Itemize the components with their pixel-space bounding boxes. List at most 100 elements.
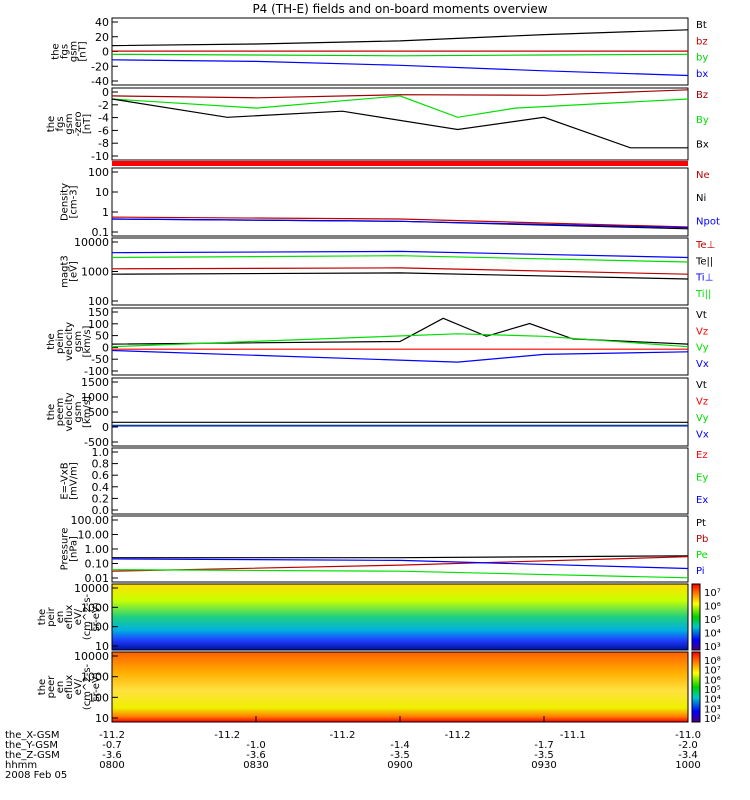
- ytick-label: -40: [91, 75, 109, 88]
- y-axis-label-line: peer: [46, 675, 57, 699]
- xaxis-row-value: 0800: [99, 760, 124, 771]
- series-line-Ne: [111, 216, 689, 228]
- ytick-label: 1000: [81, 601, 109, 614]
- legend-Ti||: Ti||: [695, 289, 711, 300]
- series-line-Ti⊥: [111, 250, 689, 259]
- xaxis-row-value: -11.2: [445, 730, 471, 741]
- y-axis-label-line: en: [55, 681, 66, 694]
- colorbar-label: 10⁸: [704, 656, 721, 667]
- ytick-label: 1.00: [85, 543, 110, 556]
- xaxis-row-value: -11.0: [675, 730, 701, 741]
- legend-Vt: Vt: [696, 380, 707, 391]
- series-line-Pb: [111, 556, 689, 572]
- y-axis-label-line: peim: [55, 329, 66, 354]
- series-line-Pi: [111, 558, 689, 570]
- panel-6: 1500 1000 500 0 -500 thepeemvelocitygsm[km/s]…: [46, 376, 709, 449]
- legend-By: By: [696, 115, 709, 126]
- y-axis-label-line: [cm-3]: [69, 185, 80, 218]
- ytick-label: 100: [88, 295, 109, 308]
- ytick-label: 10: [95, 712, 109, 725]
- y-axis-label-line: sr-eV): [91, 672, 102, 701]
- ytick-label: 1000: [81, 671, 109, 684]
- series-line-Vy: [111, 333, 689, 348]
- series-line-Npot: [111, 218, 689, 229]
- ytick-label: 10.00: [78, 529, 110, 542]
- panel-frame: [111, 583, 689, 651]
- y-axis-label-line: magt3: [60, 255, 71, 288]
- y-axis-label-line: the: [37, 679, 48, 695]
- legend-Pb: Pb: [696, 534, 708, 545]
- panel-7: 1.00.80.60.40.20.0 E=-VxB[mV/m] Ez Ey Ex: [60, 446, 709, 517]
- series-line-By: [111, 95, 689, 118]
- xaxis-row-value: -0.7: [102, 740, 122, 751]
- y-axis-label-line: velocity: [64, 392, 75, 431]
- ytick-label: 1000: [81, 266, 109, 279]
- y-axis-label-line: the: [46, 116, 57, 132]
- y-axis-label-line: [nPa]: [69, 536, 80, 562]
- ytick-label: 0.2: [92, 492, 110, 505]
- legend-Ex: Ex: [696, 495, 708, 506]
- ytick-label: 100: [88, 691, 109, 704]
- y-axis-label: thepeirenefluxeV/(cm^2-s-sr-eV): [37, 593, 102, 640]
- colorbar-label: 10⁵: [704, 615, 721, 626]
- colorbar-label: 10²: [704, 714, 721, 725]
- panel-frame: [111, 447, 689, 515]
- legend-Te⊥: Te⊥: [695, 240, 715, 251]
- xaxis-row-value: -2.0: [678, 740, 698, 751]
- colorbar-label: 10⁵: [704, 685, 721, 696]
- y-axis-label-line: eflux: [64, 675, 75, 700]
- colorbar-label: 10⁷: [704, 666, 721, 677]
- panel-8: 100.00 10.001.00 0.100.01 Pressure[nPa] Pt Pb…: [60, 514, 709, 585]
- ytick-label: -6: [98, 124, 109, 137]
- xaxis-row-value: -3.5: [534, 750, 554, 761]
- ytick-label: 10: [95, 186, 109, 199]
- ytick-label: 150: [88, 306, 109, 319]
- y-axis-label: magt3[eV]: [60, 255, 80, 288]
- legend-Te||: Te||: [695, 256, 713, 267]
- figure-title: P4 (TH-E) fields and on-board moments ov…: [252, 2, 547, 16]
- legend-by: by: [696, 53, 708, 64]
- y-axis-label-line: [km/s]: [82, 396, 93, 428]
- legend-Vt: Vt: [696, 310, 707, 321]
- legend-Vz: Vz: [696, 397, 708, 408]
- series-line-Pe: [111, 569, 689, 579]
- y-axis-label-line: the: [51, 43, 62, 59]
- y-axis-label-line: peem: [55, 398, 66, 426]
- legend-Ez: Ez: [696, 450, 708, 461]
- series-line-Te⊥: [111, 267, 689, 275]
- y-axis-label-line: fgs: [55, 116, 66, 131]
- ytick-label: 1500: [81, 376, 109, 389]
- y-axis-label-line: sr-eV): [91, 602, 102, 631]
- y-axis-label-line: Density: [60, 183, 71, 221]
- legend-Vx: Vx: [696, 430, 709, 441]
- panel-4: 10000 1000 100 magt3[eV] Te⊥ Te|| Ti⊥ Ti||: [60, 236, 716, 308]
- legend-Bz: Bz: [696, 90, 708, 101]
- y-axis-label-line: the: [46, 333, 57, 349]
- ytick-label: 10000: [74, 650, 109, 663]
- y-axis-label-line: gsm: [69, 41, 80, 62]
- ytick-label: 50: [95, 330, 109, 343]
- y-axis-label-line: [km/s]: [82, 325, 93, 357]
- ytick-label: 100: [88, 621, 109, 634]
- xaxis-row-value: 0830: [243, 760, 268, 771]
- xaxis-row-value: -11.2: [99, 730, 125, 741]
- xaxis-row-value: 1000: [675, 760, 700, 771]
- ytick-label: 0: [102, 341, 109, 354]
- colorbar-label: 10⁷: [704, 588, 721, 599]
- y-axis-label-line: eV/: [73, 608, 84, 625]
- xaxis-row-value: -3.5: [390, 750, 410, 761]
- xaxis-row-label: the_X-GSM: [5, 730, 59, 741]
- series-line-Vx: [111, 349, 689, 363]
- colorbar-10: [691, 651, 701, 723]
- legend-Npot: Npot: [696, 216, 720, 227]
- ytick-label: -50: [91, 353, 109, 366]
- panel-frame: [111, 307, 689, 376]
- xaxis-row-value: -1.7: [534, 740, 554, 751]
- y-axis-label: thepeerenefluxeV/(cm^2-s-sr-eV): [37, 663, 102, 710]
- y-axis-label-line: E=-VxB: [60, 462, 71, 499]
- xaxis-row-value: -11.1: [560, 730, 586, 741]
- ytick-label: 10: [95, 640, 109, 653]
- xaxis-row-value: -1.0: [246, 740, 266, 751]
